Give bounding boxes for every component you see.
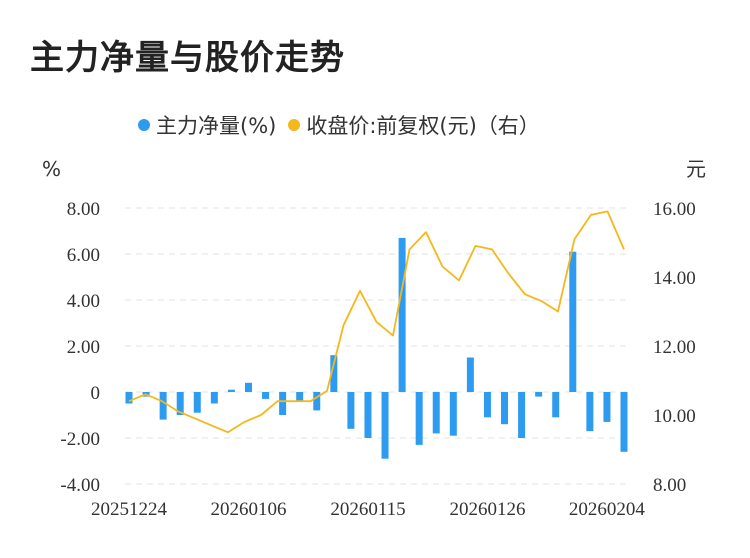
bar-net-volume: [176, 392, 184, 415]
bar-net-volume: [296, 392, 304, 402]
legend-label-close-price: 收盘价:前复权(元)（右）: [306, 114, 540, 138]
bar-net-volume: [603, 392, 611, 422]
line-series: [128, 210, 625, 434]
bar-net-volume: [398, 237, 406, 392]
left-tick-label: 0: [91, 383, 101, 404]
x-axis-ticks: 20251224 20260106 20260115 20260126 20260204: [91, 499, 645, 520]
bar-net-volume: [518, 392, 526, 438]
left-tick-label: 4.00: [67, 291, 100, 312]
right-axis-ticks: 16.00 14.00 12.00 10.00 8.00: [653, 199, 696, 496]
bar-net-volume: [620, 392, 628, 452]
bar-net-volume: [279, 392, 287, 415]
x-tick-label: 20260106: [210, 499, 286, 520]
bar-series: [125, 237, 628, 459]
bar-net-volume: [415, 392, 423, 445]
left-tick-label: -2.00: [60, 429, 100, 450]
bar-net-volume: [210, 392, 218, 404]
bar-net-volume: [466, 357, 474, 392]
bar-net-volume: [535, 392, 543, 397]
right-tick-label: 16.00: [653, 199, 696, 220]
bar-net-volume: [313, 392, 321, 411]
bar-net-volume: [125, 392, 133, 404]
gridlines: [125, 207, 628, 485]
bar-net-volume: [262, 392, 270, 399]
legend-dot-close-price: [288, 119, 301, 131]
bar-net-volume: [347, 392, 355, 429]
bar-net-volume: [193, 392, 201, 413]
x-tick-label: 20260204: [569, 499, 646, 520]
line-close-price: [128, 210, 625, 434]
legend-item-close-price[interactable]: 收盘价:前复权(元)（右）: [288, 110, 540, 140]
left-tick-label: 8.00: [67, 199, 100, 220]
right-tick-label: 12.00: [653, 337, 696, 358]
bar-net-volume: [330, 355, 338, 392]
legend-dot-net-volume: [138, 119, 150, 131]
x-tick-label: 20251224: [91, 499, 168, 520]
bar-net-volume: [381, 392, 389, 459]
left-tick-label: 2.00: [67, 337, 100, 358]
bar-net-volume: [483, 392, 491, 418]
bar-net-volume: [569, 251, 577, 392]
right-tick-label: 14.00: [653, 268, 696, 289]
legend-item-net-volume[interactable]: 主力净量(%): [138, 110, 276, 140]
left-axis-ticks: 8.00 6.00 4.00 2.00 0 -2.00 -4.00: [60, 199, 100, 496]
bar-net-volume: [586, 392, 594, 432]
bar-net-volume: [501, 392, 509, 425]
right-tick-label: 8.00: [653, 475, 686, 496]
bar-net-volume: [244, 382, 252, 392]
left-tick-label: 6.00: [67, 245, 100, 266]
bar-net-volume: [159, 392, 167, 420]
left-tick-label: -4.00: [60, 475, 100, 496]
right-tick-label: 10.00: [653, 406, 696, 427]
x-tick-label: 20260115: [330, 499, 405, 520]
bar-net-volume: [552, 392, 560, 418]
right-axis-unit: 元: [686, 157, 706, 181]
bar-net-volume: [449, 392, 457, 436]
left-axis-unit: %: [42, 157, 61, 181]
bar-net-volume: [227, 389, 235, 392]
bar-net-volume: [364, 392, 372, 438]
legend: 主力净量(%) 收盘价:前复权(元)（右）: [138, 110, 552, 140]
legend-label-net-volume: 主力净量(%): [156, 114, 277, 138]
bar-net-volume: [432, 392, 440, 434]
x-tick-label: 20260126: [449, 499, 525, 520]
chart-title: 主力净量与股价走势: [30, 38, 345, 78]
